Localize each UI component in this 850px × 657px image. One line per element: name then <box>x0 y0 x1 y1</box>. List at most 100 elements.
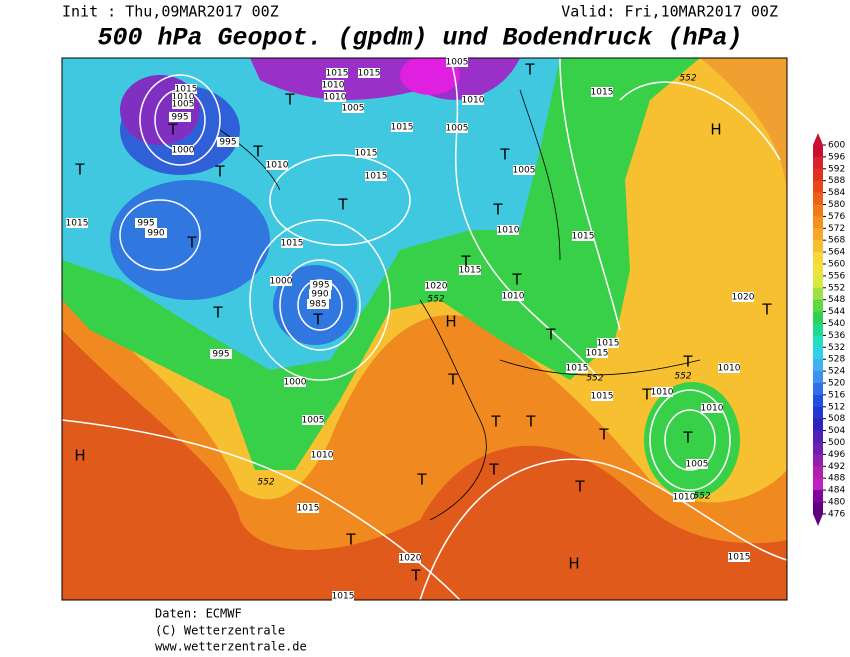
source: Daten: ECMWF <box>155 607 242 621</box>
map-title: 500 hPa Geopot. (gpdm) und Bodendruck (h… <box>97 24 742 53</box>
isobar-label: 1015 <box>728 553 751 563</box>
isobar-label: 990 <box>311 290 328 300</box>
colorbar-label: 568 <box>828 236 845 246</box>
isobar-label-bg <box>270 276 292 286</box>
colorbar-label: 488 <box>828 474 845 484</box>
field-magenta <box>400 58 460 95</box>
pressure-center: H <box>568 555 579 573</box>
pressure-center: T <box>460 253 471 271</box>
contour-label: 552 <box>693 492 710 502</box>
isobar-label: 1015 <box>597 339 620 349</box>
isobar-label-bg <box>673 492 695 502</box>
isobar-label-bg <box>322 80 344 90</box>
isobar-label-bg <box>446 57 468 67</box>
isobar-label-bg <box>145 228 167 238</box>
pressure-center: T <box>410 567 421 585</box>
isobar-label: 1015 <box>566 364 589 374</box>
pressure-center: T <box>212 304 223 322</box>
isobar-label: 1015 <box>281 239 304 249</box>
isobar-label: 1015 <box>459 266 482 276</box>
isobar-label: 1015 <box>297 504 320 514</box>
isobar-label: 1005 <box>172 100 195 110</box>
pressure-center: T <box>447 371 458 389</box>
isobar-label: 995 <box>171 113 188 123</box>
colorbar-band <box>813 192 823 205</box>
colorbar-band <box>813 347 823 360</box>
isobar-label-bg <box>310 280 332 290</box>
colorbar-band <box>813 454 823 467</box>
init-time: Init : Thu,09MAR2017 00Z <box>62 3 279 21</box>
colorbar-label: 528 <box>828 355 845 365</box>
pressure-center: T <box>511 271 522 289</box>
contour-label: 552 <box>257 478 274 488</box>
isobar-label: 1015 <box>391 123 414 133</box>
isobar-label: 1000 <box>172 146 195 156</box>
colorbar-label: 476 <box>828 509 845 519</box>
pressure-center: T <box>214 163 225 181</box>
pressure-center: T <box>598 426 609 444</box>
isobar-label-bg <box>425 281 447 291</box>
isobar-label-bg <box>332 591 354 601</box>
field-blue <box>110 180 270 300</box>
isobar-label-bg <box>399 553 421 563</box>
colorbar-label: 540 <box>828 319 845 329</box>
isobar-label: 995 <box>219 138 236 148</box>
isobar-label: 1005 <box>446 58 469 68</box>
colorbar-band <box>813 204 823 217</box>
isobar-label: 990 <box>147 229 164 239</box>
isobar-label: 1000 <box>270 277 293 287</box>
pressure-center: T <box>492 201 503 219</box>
colorbar-label: 560 <box>828 260 845 270</box>
pressure-center: T <box>416 471 427 489</box>
colorbar-band <box>813 240 823 253</box>
colorbar-label: 512 <box>828 402 845 412</box>
pressure-center: T <box>167 121 178 139</box>
contour-label: 552 <box>427 295 444 305</box>
colorbar-band <box>813 335 823 348</box>
contour-label: 552 <box>586 374 603 384</box>
colorbar-label: 588 <box>828 176 845 186</box>
isobar-label-bg <box>307 299 329 309</box>
isobar-label: 1010 <box>324 93 347 103</box>
pressure-center: T <box>186 234 197 252</box>
colorbar-band <box>813 168 823 182</box>
colorbar-band <box>813 180 823 194</box>
colorbar-band <box>813 264 823 277</box>
isobar-label: 1010 <box>172 93 195 103</box>
isobar-label-bg <box>701 403 723 413</box>
colorbar-label: 584 <box>828 188 845 198</box>
valid-time: Valid: Fri,10MAR2017 00Z <box>561 3 778 21</box>
isobar-label: 1010 <box>322 81 345 91</box>
isobar-label: 1020 <box>425 282 448 292</box>
colorbar-label: 592 <box>828 164 845 174</box>
pressure-center: T <box>499 146 510 164</box>
colorbar-label: 548 <box>828 295 845 305</box>
isobar-label: 1015 <box>358 69 381 79</box>
isobar-label: 1015 <box>66 219 89 229</box>
isobar-label: 985 <box>309 300 326 310</box>
pressure-center: T <box>545 326 556 344</box>
isobar-label-bg <box>217 137 239 147</box>
colorbar-band <box>813 406 823 420</box>
isobar-label-bg <box>459 265 481 275</box>
colorbar-label: 524 <box>828 367 845 377</box>
isobar-label-bg <box>172 92 194 102</box>
pressure-center: T <box>574 478 585 496</box>
coastlines <box>219 89 701 521</box>
isobar-label: 1005 <box>513 166 536 176</box>
isobar-label-bg <box>169 112 191 122</box>
colorbar-band <box>813 275 823 289</box>
copyright: (C) Wetterzentrale <box>155 624 285 638</box>
colorbar-band <box>813 145 823 158</box>
isobar-label-bg <box>281 238 303 248</box>
colorbar-cap <box>813 513 823 526</box>
colorbar-label: 532 <box>828 343 845 353</box>
colorbar-band <box>813 228 823 241</box>
isobar-label-bg <box>135 218 157 228</box>
isobar-label-bg <box>311 450 333 460</box>
isobar-label-bg <box>66 218 88 228</box>
pressure-center: T <box>252 143 263 161</box>
colorbar-band <box>813 430 823 443</box>
